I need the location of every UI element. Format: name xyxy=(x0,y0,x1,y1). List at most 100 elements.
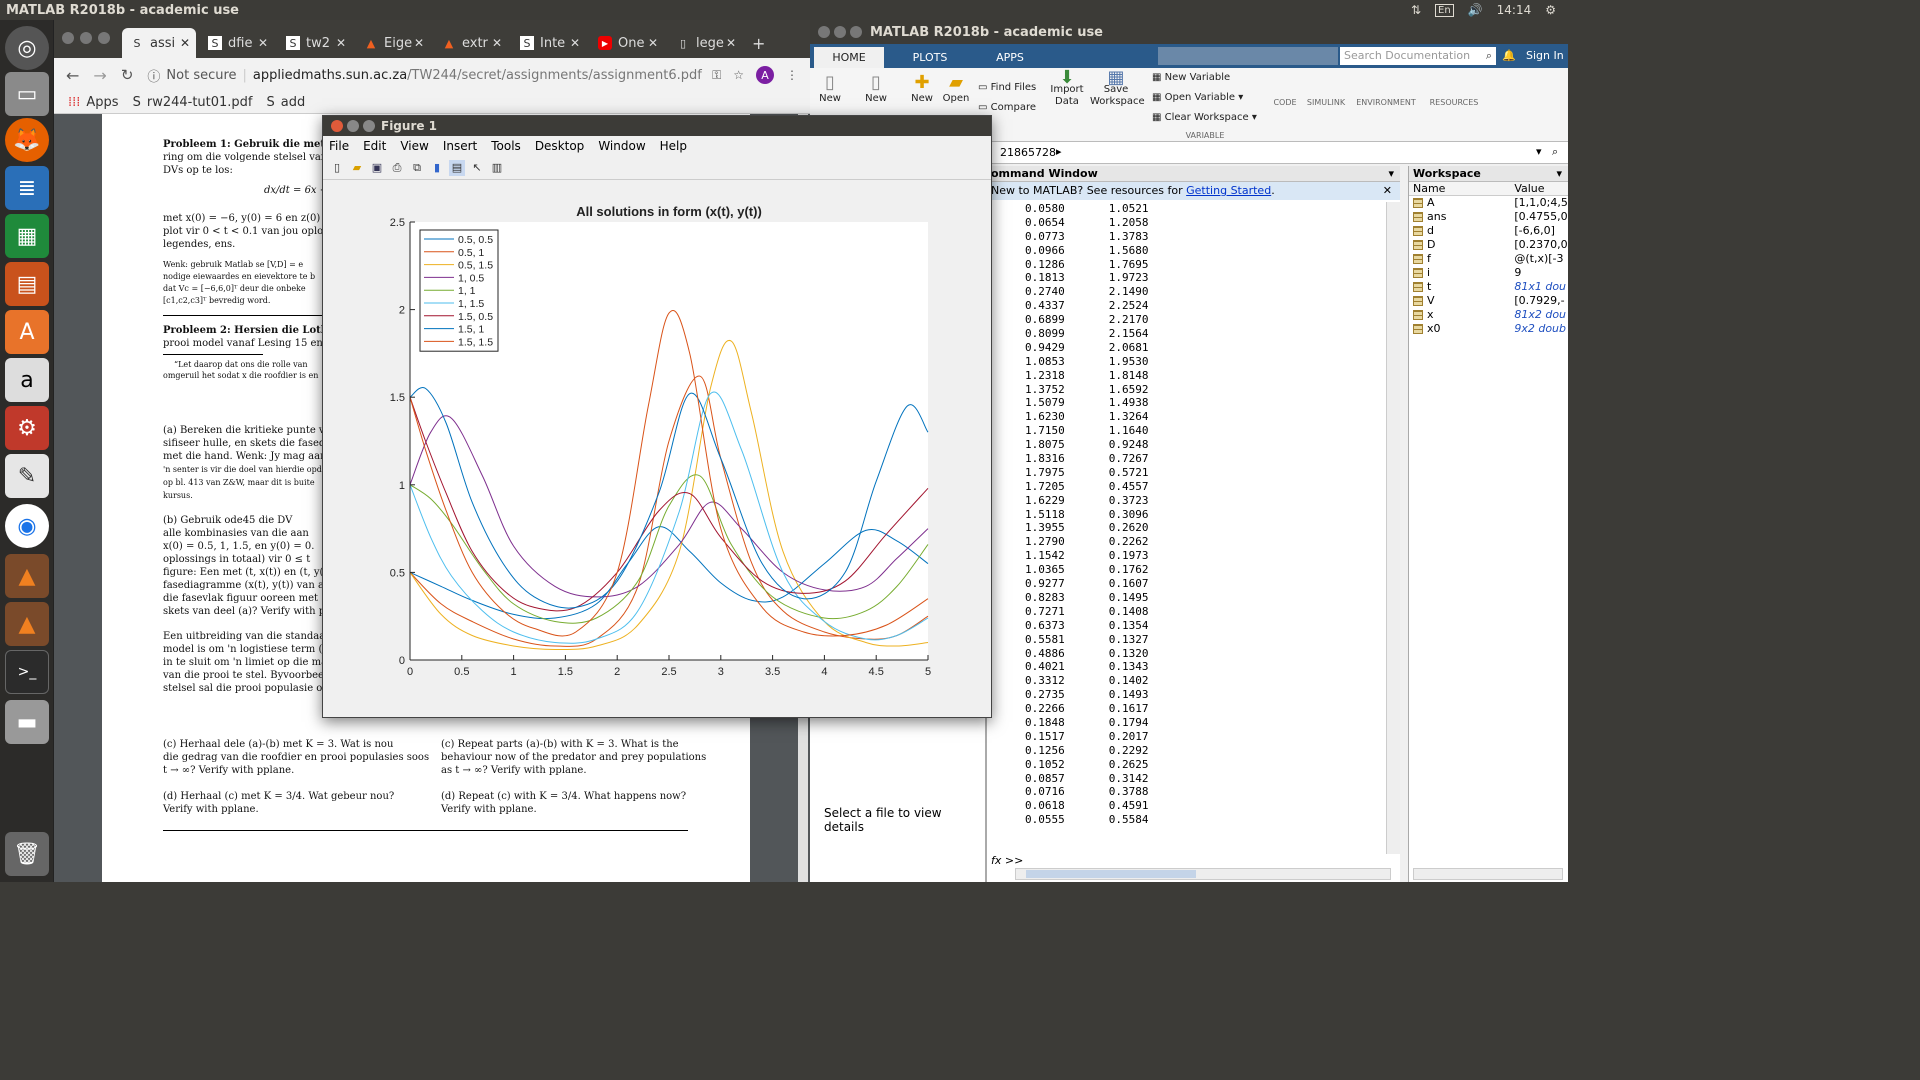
new-tab-button[interactable]: + xyxy=(752,33,766,53)
import-data-button[interactable]: ⬇ Import Data xyxy=(1050,69,1084,108)
address-bar[interactable]: ⓘ Not secure | appliedmaths.sun.ac.za/TW… xyxy=(147,62,712,88)
tab-extr[interactable]: ▲ extr ✕ xyxy=(434,28,508,58)
workspace-row[interactable]: f @(t,x)[-3 xyxy=(1409,252,1568,266)
maximize-window-button[interactable] xyxy=(363,120,375,132)
menu-tools[interactable]: Tools xyxy=(491,139,521,153)
open-button[interactable]: ▰ Open xyxy=(942,72,970,104)
close-tab-icon[interactable]: ✕ xyxy=(413,36,424,50)
maximize-window-button[interactable] xyxy=(98,32,110,44)
vertical-scrollbar[interactable] xyxy=(1386,202,1400,854)
print-icon[interactable]: ⎙ xyxy=(392,160,402,174)
horizontal-scrollbar[interactable] xyxy=(1015,868,1391,880)
pane-menu-icon[interactable]: ▾ xyxy=(1556,167,1562,180)
compare-button[interactable]: ▭ Compare xyxy=(978,102,1036,113)
close-tab-icon[interactable]: ✕ xyxy=(335,36,346,50)
volume-icon[interactable]: 🔊 xyxy=(1467,3,1483,17)
pane-menu-icon[interactable]: ▾ xyxy=(1388,167,1394,180)
workspace-row[interactable]: t 81x1 dou xyxy=(1409,280,1568,294)
bookmark-star-icon[interactable]: ☆ xyxy=(733,68,744,82)
back-icon[interactable]: ← xyxy=(66,65,80,85)
find-files-button[interactable]: ▭ Find Files xyxy=(978,82,1036,93)
network-icon[interactable]: ⇅ xyxy=(1410,3,1422,17)
matlab-icon[interactable]: ▲ xyxy=(5,554,49,598)
close-window-button[interactable] xyxy=(331,120,343,132)
menu-icon[interactable]: ⋮ xyxy=(786,68,798,82)
menu-desktop[interactable]: Desktop xyxy=(534,139,585,153)
close-tab-icon[interactable]: ✕ xyxy=(257,36,268,50)
section-environment[interactable]: ENVIRONMENT xyxy=(1356,98,1416,107)
scroll-thumb[interactable] xyxy=(1026,870,1196,878)
keyboard-layout[interactable]: En xyxy=(1435,3,1454,17)
section-code[interactable]: CODE xyxy=(1273,98,1297,107)
new-live-script-button[interactable]: ▯ New xyxy=(862,72,890,104)
reload-icon[interactable]: ↻ xyxy=(120,66,134,84)
calc-icon[interactable]: ▦ xyxy=(5,214,49,258)
pointer-icon[interactable]: ↖ xyxy=(472,161,482,174)
drive-icon[interactable]: ▬ xyxy=(5,700,49,744)
workspace-row[interactable]: x 81x2 dou xyxy=(1409,308,1568,322)
new-button[interactable]: ✚ New xyxy=(908,72,936,104)
search-icon[interactable]: ⌕ xyxy=(1485,49,1492,62)
close-tab-icon[interactable]: ✕ xyxy=(725,36,736,50)
tab-apps[interactable]: APPS xyxy=(996,51,1024,64)
workspace-row[interactable]: x0 9x2 doub xyxy=(1409,322,1568,336)
new-figure-icon[interactable]: ▯ xyxy=(333,161,341,174)
tab-one[interactable]: ▶ One ✕ xyxy=(590,28,664,58)
command-window[interactable]: ommand Window ▾ New to MATLAB? See resour… xyxy=(986,166,1400,882)
tab-home[interactable]: HOME xyxy=(814,47,884,68)
section-resources[interactable]: RESOURCES xyxy=(1429,98,1479,107)
close-tab-icon[interactable]: ✕ xyxy=(647,36,658,50)
firefox-icon[interactable]: 🦊 xyxy=(5,118,49,162)
bell-icon[interactable]: 🔔 xyxy=(1502,49,1516,62)
bookmark-apps[interactable]: Apps xyxy=(86,95,119,110)
menu-file[interactable]: File xyxy=(329,139,350,153)
menu-help[interactable]: Help xyxy=(659,139,687,153)
legend[interactable]: 0.5, 0.50.5, 10.5, 1.51, 0.51, 11, 1.51.… xyxy=(419,229,499,352)
clear-workspace-button[interactable]: ▦ Clear Workspace ▾ xyxy=(1152,112,1257,123)
menu-window[interactable]: Window xyxy=(598,139,646,153)
tab-plots[interactable]: PLOTS xyxy=(912,51,948,64)
open-variable-button[interactable]: ▦ Open Variable ▾ xyxy=(1152,92,1243,103)
getting-started-link[interactable]: Getting Started xyxy=(1186,184,1272,197)
menu-edit[interactable]: Edit xyxy=(363,139,387,153)
maximize-window-button[interactable] xyxy=(850,26,862,38)
tab-inte[interactable]: S Inte ✕ xyxy=(512,28,586,58)
info-icon[interactable]: ⓘ xyxy=(147,69,161,85)
tab-lege[interactable]: ▯ lege ✕ xyxy=(668,28,742,58)
fx-icon[interactable]: fx xyxy=(991,854,1002,867)
menu-insert[interactable]: Insert xyxy=(442,139,478,153)
system-settings-icon[interactable]: ⚙ xyxy=(5,406,49,450)
avatar[interactable]: A xyxy=(756,66,774,84)
dash-icon[interactable]: ◎ xyxy=(5,26,49,70)
value-column-header[interactable]: Value xyxy=(1514,182,1545,195)
new-script-button[interactable]: ▯ New xyxy=(816,72,844,104)
text-editor-icon[interactable]: ✎ xyxy=(5,454,49,498)
apps-grid-icon[interactable]: ⁞⁞⁞ xyxy=(68,95,81,110)
legend-icon[interactable]: ▤ xyxy=(449,159,465,176)
property-editor-icon[interactable]: ▥ xyxy=(491,161,503,174)
open-folder-icon[interactable]: ▰ xyxy=(352,161,362,174)
amazon-icon[interactable]: a xyxy=(5,358,49,402)
search-documentation-input[interactable]: Search Documentation ⌕ xyxy=(1340,47,1496,65)
command-prompt[interactable]: fx >> xyxy=(987,854,1383,868)
matlab-icon-2[interactable]: ▲ xyxy=(5,602,49,646)
line-chart[interactable]: All solutions in form (x(t), y(t)) 0 0.5 1… xyxy=(323,180,991,717)
writer-icon[interactable]: ≣ xyxy=(5,166,49,210)
chrome-icon[interactable]: ◉ xyxy=(5,504,49,548)
save-workspace-button[interactable]: ▦ Save Workspace xyxy=(1090,69,1145,108)
search-icon[interactable]: ⌕ xyxy=(1552,145,1559,158)
sign-in-link[interactable]: Sign In xyxy=(1526,49,1564,62)
minimize-window-button[interactable] xyxy=(80,32,92,44)
link-plot-icon[interactable]: ⧉ xyxy=(413,160,421,174)
bookmark-rw244[interactable]: rw244-tut01.pdf xyxy=(146,95,253,110)
tab-eige[interactable]: ▲ Eige ✕ xyxy=(356,28,430,58)
name-column-header[interactable]: Name xyxy=(1413,181,1446,195)
close-window-button[interactable] xyxy=(62,32,74,44)
settings-gear-icon[interactable]: ⚙ xyxy=(1545,3,1556,17)
close-window-button[interactable] xyxy=(818,26,830,38)
workspace-row[interactable]: A [1,1,0;4,5 xyxy=(1409,196,1568,210)
